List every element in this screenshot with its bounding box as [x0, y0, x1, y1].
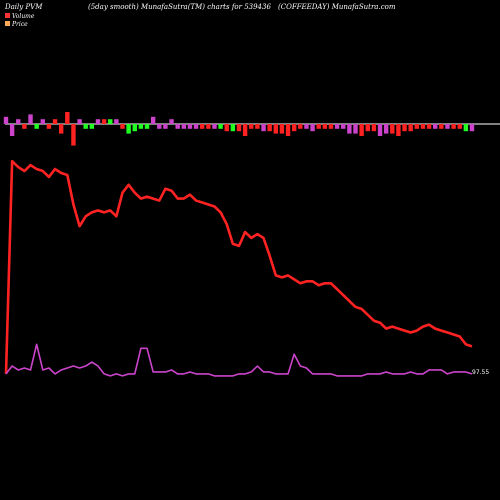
volume-bar — [138, 124, 144, 129]
volume-bar — [469, 124, 475, 132]
volume-bar — [169, 119, 174, 124]
volume-bar — [304, 124, 309, 129]
volume-bar — [377, 124, 383, 136]
volume-bar — [71, 124, 76, 146]
volume-bar — [126, 124, 131, 134]
volume-bar — [77, 119, 82, 124]
volume-bar — [242, 124, 248, 136]
pvm-line — [5, 343, 473, 377]
volume-bar — [249, 124, 254, 129]
volume-bar — [414, 124, 420, 129]
volume-bar — [408, 124, 413, 132]
volume-bar — [206, 124, 211, 129]
volume-bars — [3, 112, 475, 146]
volume-bar — [390, 124, 395, 134]
volume-bar — [383, 124, 389, 134]
legend-volume-swatch — [5, 13, 10, 18]
volume-bar — [255, 124, 260, 129]
volume-bar — [200, 124, 205, 129]
volume-bar — [230, 124, 236, 132]
volume-bar — [316, 124, 321, 129]
volume-bar — [371, 124, 377, 132]
legend-price-swatch — [5, 21, 10, 26]
volume-bar — [322, 124, 328, 129]
volume-bar — [95, 119, 101, 124]
volume-bar — [365, 124, 370, 132]
volume-bar — [451, 124, 456, 129]
chart-header-subtitle: (5day smooth) MunafaSutra(TM) charts for… — [88, 3, 271, 11]
volume-bar — [3, 116, 9, 124]
volume-bar — [310, 124, 315, 132]
volume-bar — [396, 124, 401, 136]
volume-bar — [334, 124, 340, 129]
volume-bar — [420, 124, 426, 129]
volume-bar — [175, 124, 180, 129]
volume-bar — [40, 119, 45, 124]
volume-bar — [236, 124, 242, 132]
volume-bar — [353, 124, 358, 134]
volume-bar — [433, 124, 438, 129]
volume-bar — [114, 119, 119, 124]
volume-bar — [285, 124, 291, 136]
volume-bar — [347, 124, 352, 134]
volume-bar — [34, 124, 39, 129]
volume-bar — [463, 124, 469, 132]
volume-bar — [58, 124, 64, 134]
volume-bar — [273, 124, 278, 134]
volume-bar — [267, 124, 272, 132]
volume-bar — [46, 124, 52, 129]
volume-bar — [193, 124, 199, 129]
volume-bar — [83, 124, 88, 129]
last-value-label: 97.55 — [472, 369, 489, 376]
volume-bar — [108, 119, 113, 124]
volume-bar — [212, 124, 217, 129]
chart-header-right: (COFFEEDAY) MunafaSutra.com — [278, 3, 396, 11]
volume-bar — [144, 124, 150, 129]
volume-bar — [457, 124, 462, 129]
legend-price-label: Price — [11, 21, 28, 28]
volume-bar — [101, 119, 107, 124]
volume-bar — [445, 124, 450, 129]
volume-bar — [181, 124, 187, 129]
volume-bar — [224, 124, 229, 132]
chart-header-left: Daily PVM — [4, 3, 43, 11]
volume-bar — [341, 124, 346, 129]
volume-bar — [150, 116, 156, 124]
legend: Volume Price — [5, 13, 35, 28]
volume-bar — [291, 124, 297, 132]
volume-bar — [120, 124, 125, 129]
volume-bar — [16, 119, 21, 124]
legend-volume-label: Volume — [12, 13, 35, 20]
volume-bar — [298, 124, 303, 129]
volume-bar — [9, 124, 15, 136]
volume-bar — [359, 124, 364, 136]
chart-lines — [4, 159, 473, 377]
price-line — [4, 159, 473, 374]
volume-bar — [439, 124, 444, 129]
volume-bar — [89, 124, 95, 129]
volume-bar — [187, 124, 193, 129]
volume-bar — [328, 124, 334, 129]
volume-bar — [22, 124, 27, 129]
volume-bar — [163, 124, 168, 129]
volume-bar — [402, 124, 407, 132]
volume-bar — [52, 119, 58, 124]
volume-bar — [132, 124, 137, 132]
volume-bar — [261, 124, 266, 132]
volume-bar — [28, 114, 33, 124]
volume-bar — [279, 124, 285, 134]
volume-bar — [157, 124, 162, 129]
volume-bar — [218, 124, 223, 129]
volume-bar — [426, 124, 432, 129]
volume-bar — [65, 112, 70, 124]
